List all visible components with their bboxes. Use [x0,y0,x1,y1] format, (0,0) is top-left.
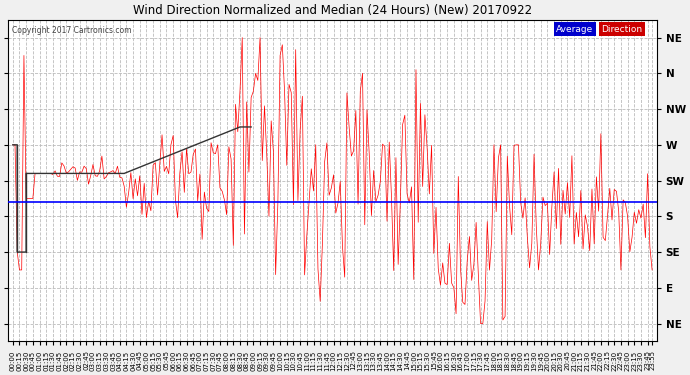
Text: Direction: Direction [602,24,642,33]
Text: Average: Average [556,24,593,33]
Title: Wind Direction Normalized and Median (24 Hours) (New) 20170922: Wind Direction Normalized and Median (24… [133,4,532,17]
Text: Copyright 2017 Cartronics.com: Copyright 2017 Cartronics.com [12,26,131,35]
